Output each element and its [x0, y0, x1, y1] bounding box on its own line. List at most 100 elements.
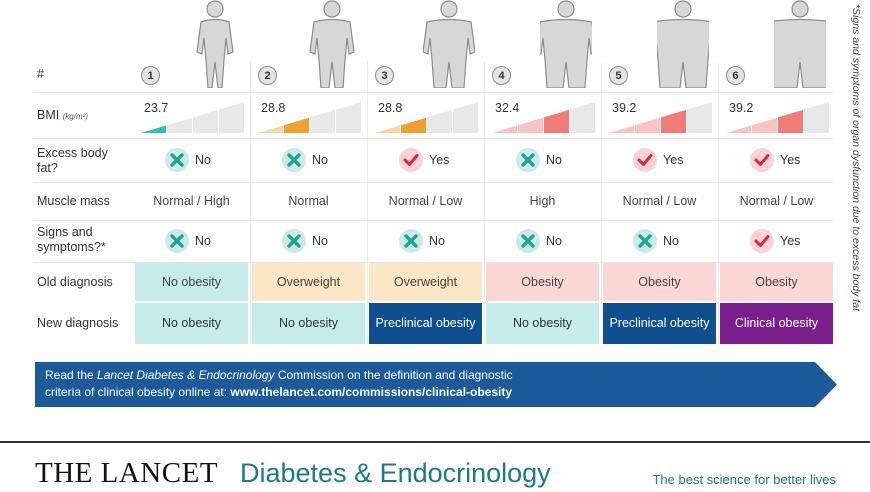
bmi-level-bars — [609, 101, 713, 133]
new-diagnosis-cell: Preclinical obesity — [603, 303, 716, 344]
bmi-level-bars — [141, 101, 245, 133]
footnote-vertical: *Signs and symptoms of organ dysfunction… — [850, 4, 862, 312]
person-figure-icon — [761, 0, 839, 89]
muscle-mass-value: Normal / Low — [622, 193, 697, 208]
row-label-bmi: BMI (kg/m²) — [37, 108, 89, 122]
answer-text: No — [195, 153, 211, 167]
cross-icon — [287, 153, 301, 167]
answer-text: No — [312, 234, 328, 248]
muscle-mass-value: Normal / High — [153, 193, 230, 208]
check-icon — [754, 154, 770, 166]
answer-text: Yes — [780, 234, 801, 248]
commission-banner[interactable]: Read the Lancet Diabetes & Endocrinology… — [35, 362, 837, 407]
row-label-excess-fat: Excess body fat? — [37, 146, 108, 175]
divider — [33, 138, 833, 139]
column-number-badge: 1 — [141, 66, 160, 85]
signs-answer: Yes — [750, 229, 800, 253]
excess-fat-answer: No — [165, 148, 211, 172]
cross-icon — [170, 234, 184, 248]
excess-fat-answer: No — [516, 148, 562, 172]
person-figure-icon — [189, 0, 241, 89]
lancet-logo: THE LANCET — [35, 457, 218, 489]
new-diagnosis-cell: No obesity — [486, 303, 599, 344]
muscle-mass-value: Normal / Low — [388, 193, 463, 208]
column-divider — [718, 62, 719, 344]
person-figure-icon — [535, 0, 597, 89]
cross-icon — [170, 153, 184, 167]
column-number-badge: 6 — [726, 66, 745, 85]
excess-fat-answer: Yes — [399, 148, 449, 172]
signs-answer: No — [516, 229, 562, 253]
answer-text: No — [312, 153, 328, 167]
excess-fat-answer: No — [282, 148, 328, 172]
cross-icon — [404, 234, 418, 248]
row-label-number: # — [37, 67, 44, 81]
divider — [33, 262, 833, 263]
divider — [33, 182, 833, 183]
new-diagnosis-cell: No obesity — [135, 303, 248, 344]
answer-text: No — [546, 234, 562, 248]
bmi-value: 39.2 — [729, 101, 754, 115]
cross-circle-icon — [399, 229, 423, 253]
bmi-value: 28.8 — [261, 101, 286, 115]
footer-divider — [0, 441, 870, 443]
cross-circle-icon — [165, 229, 189, 253]
divider — [33, 92, 833, 93]
signs-answer: No — [633, 229, 679, 253]
new-diagnosis-cell: Clinical obesity — [720, 303, 833, 344]
column-divider — [484, 62, 485, 344]
cross-icon — [521, 153, 535, 167]
bmi-value: 39.2 — [612, 101, 637, 115]
banner-arrow-shape — [35, 362, 837, 407]
check-circle-icon — [633, 148, 657, 172]
cross-circle-icon — [282, 148, 306, 172]
excess-fat-answer: Yes — [633, 148, 683, 172]
answer-text: No — [663, 234, 679, 248]
cross-icon — [521, 234, 535, 248]
cross-icon — [638, 234, 652, 248]
signs-answer: No — [282, 229, 328, 253]
cross-circle-icon — [282, 229, 306, 253]
answer-text: No — [195, 234, 211, 248]
bmi-level-bars — [375, 101, 479, 133]
journal-name: Diabetes & Endocrinology — [240, 458, 551, 488]
tagline: The best science for better lives — [652, 472, 836, 487]
cross-circle-icon — [165, 148, 189, 172]
person-figure-icon — [422, 0, 476, 89]
banner-text: Read the Lancet Diabetes & Endocrinology… — [45, 368, 513, 399]
check-icon — [637, 154, 653, 166]
old-diagnosis-cell: No obesity — [135, 263, 248, 301]
answer-text: Yes — [780, 153, 801, 167]
muscle-mass-value: Normal — [288, 193, 329, 208]
check-icon — [754, 235, 770, 247]
column-number-badge: 3 — [375, 66, 394, 85]
cross-circle-icon — [516, 229, 540, 253]
column-number-badge: 2 — [258, 66, 277, 85]
check-circle-icon — [750, 148, 774, 172]
old-diagnosis-cell: Overweight — [369, 263, 482, 301]
person-figure-icon — [306, 0, 358, 89]
column-number-badge: 4 — [492, 66, 511, 85]
commission-link[interactable]: www.thelancet.com/commissions/clinical-o… — [230, 385, 513, 399]
divider — [33, 220, 833, 221]
column-divider — [250, 62, 251, 344]
cross-icon — [287, 234, 301, 248]
answer-text: Yes — [429, 153, 450, 167]
bmi-level-bars — [726, 101, 830, 133]
bmi-level-bars — [258, 101, 362, 133]
bmi-value: 23.7 — [144, 101, 169, 115]
new-diagnosis-cell: No obesity — [252, 303, 365, 344]
column-divider — [367, 62, 368, 344]
row-label-muscle-mass: Muscle mass — [37, 194, 110, 208]
answer-text: No — [429, 234, 445, 248]
new-diagnosis-cell: Preclinical obesity — [369, 303, 482, 344]
bmi-value: 28.8 — [378, 101, 403, 115]
excess-fat-answer: Yes — [750, 148, 800, 172]
cross-circle-icon — [633, 229, 657, 253]
column-number-badge: 5 — [609, 66, 628, 85]
row-label-new-diagnosis: New diagnosis — [37, 316, 119, 330]
muscle-mass-value: High — [529, 193, 556, 208]
row-label-signs: Signs and symptoms?* — [37, 225, 106, 254]
old-diagnosis-cell: Obesity — [486, 263, 599, 301]
old-diagnosis-cell: Obesity — [603, 263, 716, 301]
